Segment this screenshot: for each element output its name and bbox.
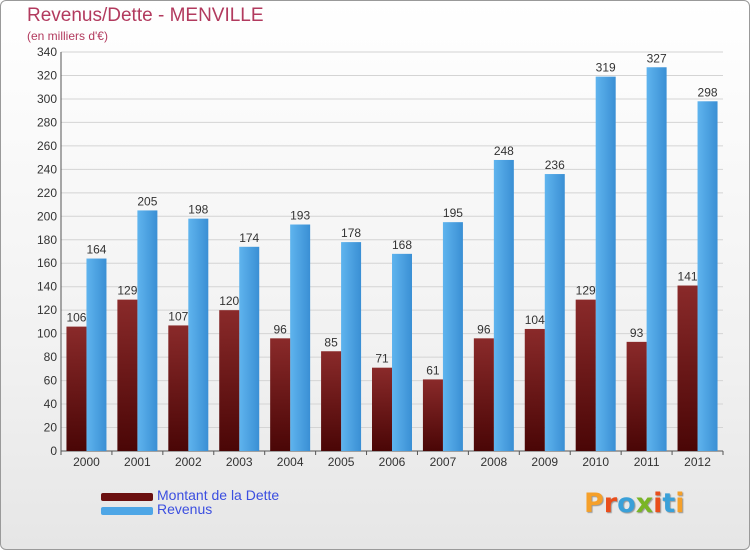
bar-debt (321, 351, 342, 451)
x-tick-label: 2008 (480, 455, 507, 469)
proxiti-logo: Proxiti (584, 488, 685, 519)
y-tick-label: 340 (37, 45, 57, 59)
bar-debt (270, 338, 291, 451)
bar-revenue (290, 224, 311, 451)
x-tick-label: 2006 (379, 455, 406, 469)
bar-debt (117, 299, 138, 451)
x-tick-label: 2004 (277, 455, 304, 469)
data-label-debt: 61 (426, 363, 440, 377)
chart-subtitle: (en milliers d'€) (27, 29, 108, 43)
legend-swatch-debt (101, 493, 153, 501)
y-tick-label: 120 (37, 303, 57, 317)
logo-letter: P (584, 488, 604, 519)
x-tick-label: 2002 (175, 455, 202, 469)
data-label-debt: 96 (477, 322, 491, 336)
bar-revenue (442, 222, 463, 451)
bar-revenue (137, 210, 158, 451)
x-tick-label: 2001 (124, 455, 151, 469)
bar-debt (473, 338, 494, 451)
bar-debt (524, 328, 545, 451)
data-label-revenue: 298 (698, 85, 718, 99)
data-label-debt: 107 (168, 309, 188, 323)
bar-debt (575, 299, 596, 451)
data-label-revenue: 198 (188, 203, 208, 217)
bar-revenue (86, 258, 107, 451)
data-label-debt: 71 (375, 352, 389, 366)
y-tick-label: 220 (37, 186, 57, 200)
logo-letter: x (635, 488, 654, 519)
y-tick-label: 20 (44, 421, 58, 435)
data-label-revenue: 236 (545, 158, 565, 172)
bar-revenue (595, 76, 616, 452)
bar-revenue (697, 101, 718, 451)
y-tick-label: 260 (37, 139, 57, 153)
y-tick-label: 240 (37, 162, 57, 176)
chart-title: Revenus/Dette - MENVILLE (27, 5, 264, 26)
bar-revenue (544, 174, 565, 451)
data-label-revenue: 174 (239, 231, 259, 245)
bar-debt (219, 310, 240, 451)
y-tick-label: 100 (37, 327, 57, 341)
bar-revenue (646, 67, 667, 451)
y-tick-label: 60 (44, 374, 58, 388)
data-label-revenue: 168 (392, 238, 412, 252)
y-tick-label: 320 (37, 68, 57, 82)
bar-debt (66, 326, 87, 451)
legend-label-debt: Montant de la Dette (157, 487, 280, 503)
bar-revenue (493, 159, 514, 451)
data-label-debt: 141 (678, 270, 698, 284)
data-label-revenue: 178 (341, 226, 361, 240)
x-tick-label: 2000 (73, 455, 100, 469)
bar-debt (372, 367, 392, 451)
bar-debt (422, 379, 443, 451)
bar-revenue (341, 242, 362, 451)
bar-debt (626, 341, 647, 451)
data-label-debt: 129 (117, 284, 137, 298)
data-label-debt: 129 (576, 284, 596, 298)
data-label-debt: 93 (630, 326, 644, 340)
logo-letter: i (675, 488, 685, 519)
x-tick-label: 2012 (684, 455, 711, 469)
y-tick-label: 80 (44, 350, 58, 364)
legend-swatch-revenue (101, 507, 153, 515)
logo-letter: o (617, 488, 636, 519)
x-tick-label: 2005 (328, 455, 355, 469)
x-tick-label: 2011 (634, 455, 660, 469)
data-label-revenue: 193 (290, 209, 310, 223)
bar-revenue (392, 253, 412, 451)
y-tick-label: 300 (37, 92, 57, 106)
bar-revenue (239, 246, 260, 451)
y-tick-label: 200 (37, 209, 57, 223)
data-label-revenue: 327 (647, 51, 667, 65)
data-label-debt: 96 (273, 322, 287, 336)
x-tick-label: 2010 (582, 455, 609, 469)
data-label-revenue: 164 (86, 243, 106, 257)
data-label-debt: 85 (324, 335, 338, 349)
logo-letter: i (653, 488, 663, 519)
data-label-revenue: 319 (596, 61, 616, 75)
data-label-debt: 120 (219, 294, 239, 308)
data-label-debt: 104 (525, 313, 545, 327)
legend-label-revenue: Revenus (157, 501, 213, 517)
y-tick-label: 160 (37, 256, 57, 270)
y-tick-label: 140 (37, 280, 57, 294)
x-tick-label: 2003 (226, 455, 253, 469)
bar-revenue (188, 218, 209, 451)
logo-letter: t (662, 488, 676, 519)
bar-debt (677, 285, 698, 451)
y-tick-label: 0 (50, 444, 57, 458)
logo-letter: r (603, 488, 618, 519)
y-tick-label: 180 (37, 233, 57, 247)
y-tick-label: 40 (44, 397, 58, 411)
data-label-revenue: 248 (494, 144, 514, 158)
y-tick-label: 280 (37, 115, 57, 129)
data-label-debt: 106 (66, 311, 86, 325)
x-tick-label: 2007 (430, 455, 457, 469)
data-label-revenue: 195 (443, 206, 463, 220)
x-tick-label: 2009 (531, 455, 558, 469)
data-label-revenue: 205 (137, 194, 157, 208)
bar-debt (168, 325, 189, 451)
